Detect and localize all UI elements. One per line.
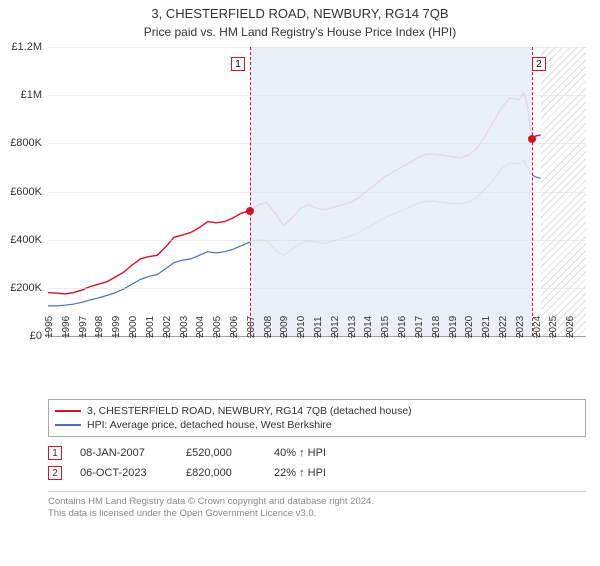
x-tick-label: 2010 [296, 316, 307, 338]
legend-row: HPI: Average price, detached house, West… [55, 418, 579, 432]
transaction-marker: 2 [48, 466, 62, 480]
transaction-table: 1 08-JAN-2007 £520,000 40% ↑ HPI 2 06-OCT-202… [48, 443, 586, 483]
transaction-delta: 40% ↑ HPI [274, 447, 369, 459]
footer-line-1: Contains HM Land Registry data © Crown c… [48, 496, 586, 508]
x-tick-label: 2018 [431, 316, 442, 338]
legend-label: 3, CHESTERFIELD ROAD, NEWBURY, RG14 7QB … [87, 405, 412, 417]
x-tick-label: 2013 [347, 316, 358, 338]
x-tick-label: 2014 [363, 316, 374, 338]
x-tick-label: 2025 [548, 316, 559, 338]
y-tick-label: £400K [10, 234, 42, 246]
price-marker-label: 1 [231, 57, 245, 71]
x-tick-label: 1999 [111, 316, 122, 338]
transaction-row: 1 08-JAN-2007 £520,000 40% ↑ HPI [48, 443, 586, 463]
x-tick-label: 1995 [44, 316, 55, 338]
x-tick-label: 2021 [481, 316, 492, 338]
x-tick-label: 2012 [330, 316, 341, 338]
x-tick-label: 2026 [565, 316, 576, 338]
x-tick-label: 2009 [279, 316, 290, 338]
y-tick-label: £800K [10, 137, 42, 149]
chart-subtitle: Price paid vs. HM Land Registry's House … [0, 25, 600, 39]
x-tick-label: 2001 [145, 316, 156, 338]
x-tick-label: 2015 [380, 316, 391, 338]
x-tick-label: 2002 [162, 316, 173, 338]
gridline-h [48, 240, 586, 241]
gridline-h [48, 47, 586, 48]
transaction-price: £820,000 [186, 467, 256, 479]
legend-swatch [55, 410, 81, 412]
transaction-delta: 22% ↑ HPI [274, 467, 369, 479]
x-tick-label: 2007 [246, 316, 257, 338]
transaction-row: 2 06-OCT-2023 £820,000 22% ↑ HPI [48, 463, 586, 483]
legend-swatch [55, 424, 81, 426]
x-tick-label: 2004 [195, 316, 206, 338]
x-tick-label: 2017 [414, 316, 425, 338]
y-tick-label: £200K [10, 282, 42, 294]
x-tick-label: 1998 [94, 316, 105, 338]
footer-attribution: Contains HM Land Registry data © Crown c… [48, 491, 586, 521]
transaction-marker: 1 [48, 446, 62, 460]
price-marker-label: 2 [532, 57, 546, 71]
transaction-date: 06-OCT-2023 [80, 467, 168, 479]
x-tick-label: 2005 [212, 316, 223, 338]
x-tick-label: 2003 [179, 316, 190, 338]
x-tick-label: 2011 [313, 316, 324, 338]
x-tick-label: 2024 [532, 316, 543, 338]
footer-line-2: This data is licensed under the Open Gov… [48, 508, 586, 520]
y-tick-label: £600K [10, 186, 42, 198]
transaction-price: £520,000 [186, 447, 256, 459]
marker-vline [250, 47, 251, 336]
x-tick-label: 2000 [128, 316, 139, 338]
legend: 3, CHESTERFIELD ROAD, NEWBURY, RG14 7QB … [48, 399, 586, 437]
gridline-h [48, 95, 586, 96]
y-tick-label: £1M [21, 89, 42, 101]
legend-row: 3, CHESTERFIELD ROAD, NEWBURY, RG14 7QB … [55, 404, 579, 418]
x-tick-label: 2008 [263, 316, 274, 338]
transaction-date: 08-JAN-2007 [80, 447, 168, 459]
y-tick-label: £0 [30, 330, 42, 342]
chart-area: £0£200K£400K£600K£800K£1M£1.2M1995199619… [48, 47, 586, 357]
price-marker-dot [246, 207, 254, 215]
plot-area: £0£200K£400K£600K£800K£1M£1.2M1995199619… [48, 47, 586, 337]
x-tick-label: 2020 [464, 316, 475, 338]
price-marker-dot [528, 135, 536, 143]
x-tick-label: 1997 [78, 316, 89, 338]
x-tick-label: 2006 [229, 316, 240, 338]
x-tick-label: 2016 [397, 316, 408, 338]
x-tick-label: 2023 [515, 316, 526, 338]
y-tick-label: £1.2M [11, 41, 42, 53]
x-tick-label: 1996 [61, 316, 72, 338]
gridline-h [48, 192, 586, 193]
legend-label: HPI: Average price, detached house, West… [87, 419, 332, 431]
chart-container: 3, CHESTERFIELD ROAD, NEWBURY, RG14 7QB … [0, 6, 600, 566]
x-tick-label: 2019 [448, 316, 459, 338]
gridline-h [48, 143, 586, 144]
marker-vline [532, 47, 533, 336]
gridline-h [48, 288, 586, 289]
x-tick-label: 2022 [498, 316, 509, 338]
chart-title: 3, CHESTERFIELD ROAD, NEWBURY, RG14 7QB [0, 6, 600, 21]
